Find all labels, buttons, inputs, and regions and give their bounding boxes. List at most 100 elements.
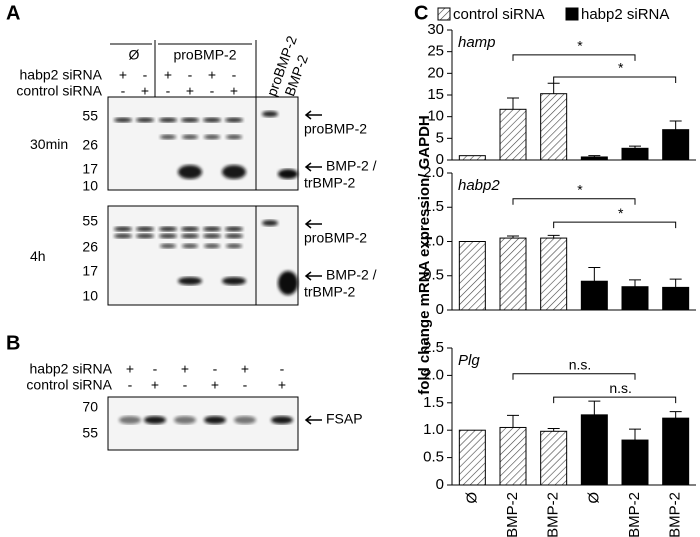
blot-band — [204, 243, 220, 249]
significance-label: * — [618, 205, 624, 221]
blot-band — [178, 165, 202, 179]
arrow — [304, 110, 322, 120]
mw-marker: 10 — [82, 178, 98, 194]
y-tick-label: 25 — [427, 43, 444, 60]
blot-band — [226, 134, 242, 140]
bar — [580, 414, 608, 486]
lane-mark: + — [164, 67, 172, 83]
lane-mark: - — [210, 83, 215, 99]
row-label: habp2 siRNA — [20, 67, 103, 83]
bar — [499, 237, 527, 311]
lane-mark: - — [183, 377, 188, 393]
mw-marker: 26 — [82, 137, 98, 153]
bar — [621, 286, 649, 311]
arrow — [304, 162, 322, 172]
y-tick-label: 1.0 — [423, 232, 444, 249]
blot-band — [114, 233, 132, 239]
lane-mark: + — [181, 361, 189, 377]
significance-label: * — [577, 182, 583, 198]
lane-mark: - — [166, 83, 171, 99]
y-tick-label: 1.5 — [423, 394, 444, 411]
blot-band — [203, 117, 221, 123]
mw-marker: 55 — [82, 213, 98, 229]
error-bar — [629, 428, 641, 441]
y-tick-label: 0 — [436, 476, 444, 493]
bar — [621, 147, 649, 161]
blot-band — [181, 226, 199, 232]
mw-marker: 17 — [82, 263, 98, 279]
error-bar — [669, 411, 682, 419]
mw-marker: 26 — [82, 239, 98, 255]
blot-band — [160, 243, 176, 249]
band-label: proBMP-2 — [304, 121, 367, 137]
y-tick-label: 30 — [427, 21, 444, 38]
panel-title: hamp — [458, 34, 496, 51]
blot-band — [160, 134, 176, 140]
mw-marker: 10 — [82, 288, 98, 304]
legend-label: control siRNA — [453, 6, 545, 23]
blot-band — [278, 169, 298, 179]
panel-title: Plg — [458, 352, 480, 369]
blot-band — [262, 220, 278, 226]
band-label: trBMP-2 — [304, 284, 356, 300]
lane-mark: - — [213, 361, 218, 377]
lane-mark: - — [121, 83, 126, 99]
mw-marker: 55 — [82, 425, 98, 441]
x-tick-label: Ø — [585, 492, 602, 504]
error-bar — [507, 414, 519, 428]
bar — [540, 430, 568, 486]
group-label: Ø — [129, 47, 140, 63]
error-bar — [669, 278, 682, 288]
lane-mark: + — [230, 83, 238, 99]
significance-bracket — [512, 54, 636, 61]
blot-band — [204, 134, 220, 140]
band-label: FSAP — [326, 411, 363, 427]
significance-bracket — [553, 76, 677, 83]
blot-band — [136, 117, 154, 123]
lane-mark: + — [141, 83, 149, 99]
blot-band — [225, 233, 243, 239]
error-bar — [547, 82, 560, 94]
y-tick-label: 20 — [427, 64, 444, 81]
bar — [580, 156, 608, 161]
band-label: BMP-2 / — [326, 267, 377, 283]
blot-band — [144, 416, 166, 424]
blot-band — [178, 277, 202, 285]
blot — [107, 396, 299, 451]
blot-band — [225, 117, 243, 123]
y-tick-label: 0 — [436, 151, 444, 168]
significance-label: * — [577, 38, 583, 54]
lane-mark: + — [208, 67, 216, 83]
bar — [662, 417, 690, 486]
error-bar — [629, 279, 641, 287]
arrow — [304, 219, 322, 229]
significance-label: n.s. — [569, 357, 592, 373]
legend-swatch — [437, 7, 451, 21]
blot-band — [278, 271, 298, 295]
band-label: BMP-2 / — [326, 158, 377, 174]
y-axis-label: fold change mRNA expression/ GAPDH — [416, 115, 433, 395]
y-tick-label: 0.5 — [423, 267, 444, 284]
blot — [107, 96, 299, 191]
lane-mark: - — [153, 361, 158, 377]
bar — [662, 129, 690, 161]
blot-band — [114, 117, 132, 123]
y-tick-label: 0.5 — [423, 449, 444, 466]
time-label: 30min — [30, 136, 68, 152]
error-bar — [629, 145, 641, 149]
y-tick-label: 1.0 — [423, 421, 444, 438]
blot-band — [136, 226, 154, 232]
bar — [580, 280, 608, 311]
lane-mark: + — [151, 377, 159, 393]
x-tick-label: proBMP-2 — [626, 492, 643, 537]
y-tick-label: 1.5 — [423, 198, 444, 215]
y-tick-label: 0 — [436, 301, 444, 318]
error-bar — [547, 428, 560, 432]
lane-mark: - — [143, 67, 148, 83]
blot-band — [204, 416, 226, 424]
blot-band — [182, 134, 198, 140]
row-label: control siRNA — [26, 377, 112, 393]
error-bar — [507, 235, 519, 239]
arrow — [304, 415, 322, 425]
row-label: control siRNA — [16, 83, 102, 99]
